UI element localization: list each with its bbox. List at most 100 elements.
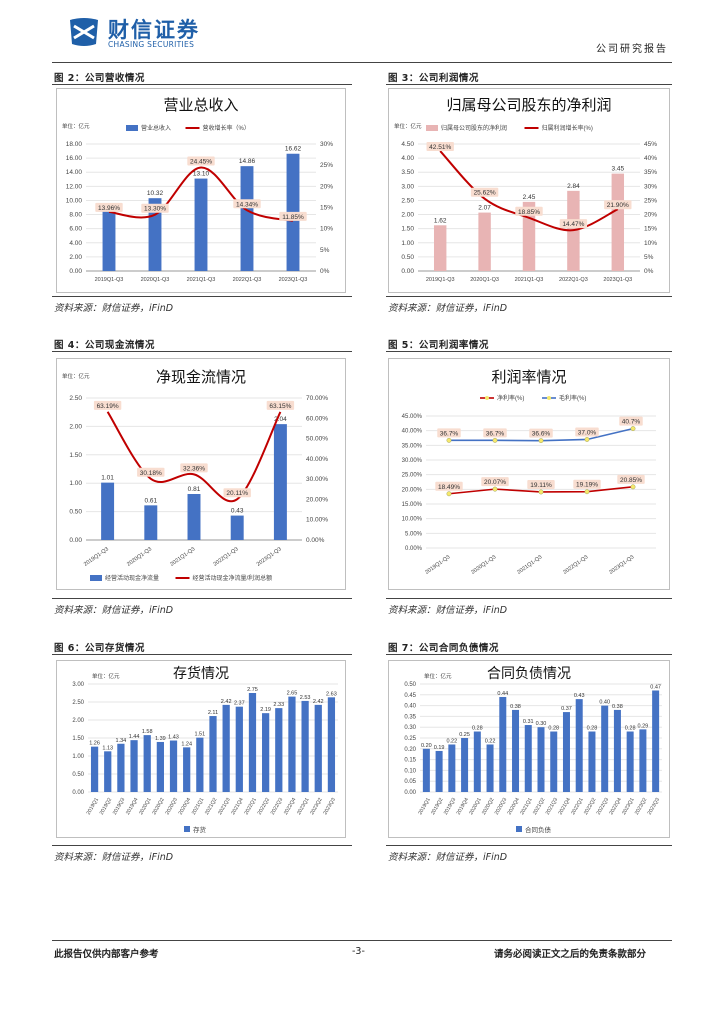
y-tick: 0.00 [404, 790, 416, 796]
bar-label: 2.45 [523, 194, 536, 201]
line-label: 18.85% [518, 209, 540, 216]
point-label: 18.49% [438, 484, 460, 491]
bar-label: 0.40 [599, 700, 610, 706]
bar [461, 738, 469, 792]
y-tick-right: 15% [320, 205, 333, 212]
x-tick-label: 2020Q1-Q3 [470, 277, 499, 283]
fig7-caption: 图 7：公司合同负债情况 [388, 643, 499, 654]
y-tick-right: 60.00% [306, 415, 328, 422]
y-tick-left: 3.50 [401, 169, 414, 176]
line-label: 21.90% [607, 202, 629, 209]
bar-label: 2.53 [300, 695, 311, 701]
line-label: 24.45% [190, 158, 212, 165]
y-tick-right: 0.00% [306, 537, 325, 544]
bar-label: 2.65 [287, 691, 298, 697]
legend-swatch [516, 826, 522, 832]
y-tick: 2.00 [72, 718, 84, 724]
bar [499, 696, 507, 792]
x-tick-label: 2019Q1-Q3 [95, 277, 124, 283]
y-tick: 0.35 [404, 714, 416, 720]
line-label-bg [180, 463, 208, 473]
x-tick-label: 2021Q1-Q3 [515, 277, 544, 283]
fig3-top-rule [386, 84, 672, 85]
point-label: 36.6% [532, 431, 551, 438]
y-tick-right: 25% [320, 162, 333, 169]
fig2-source: 资料来源：财信证券，iFinD [54, 303, 174, 314]
y-tick-right: 35% [644, 169, 657, 176]
y-tick-right: 0% [644, 268, 654, 275]
footer-disclaimer-left: 此报告仅供内部客户参考 [54, 949, 159, 960]
bar-label: 2.04 [274, 416, 287, 423]
bar-label: 2.37 [234, 701, 245, 707]
y-tick-right: 30% [644, 183, 657, 190]
bar-label: 2.11 [208, 710, 218, 716]
bar-label: 0.81 [188, 486, 201, 493]
bar [194, 178, 208, 271]
point-label: 19.11% [530, 482, 552, 489]
bar-label: 0.47 [650, 684, 661, 690]
chart-title: 营业总收入 [163, 96, 238, 114]
y-tick: 0.50 [72, 772, 84, 778]
bar [183, 747, 191, 792]
bar-label: 16.62 [285, 146, 302, 153]
bar [90, 746, 99, 792]
fig2-top-rule [52, 84, 352, 85]
bar-label: 0.38 [612, 704, 623, 710]
fig2-bottom-rule [52, 296, 352, 297]
chart-frame [388, 358, 670, 590]
y-tick: 30.00% [402, 458, 423, 464]
bar [486, 744, 494, 792]
bar-label: 0.31 [523, 719, 534, 725]
legend-swatch-bar [426, 125, 438, 131]
bar-label: 2.07 [478, 205, 491, 212]
y-tick-left: 0.00 [69, 537, 82, 544]
bar-label: 1.43 [168, 735, 179, 741]
fig5-top-rule [386, 351, 672, 352]
fig5-bottom-rule [386, 598, 672, 599]
legend-label: 存货 [193, 825, 207, 834]
bar [235, 706, 243, 792]
legend-bar: 营业总收入 [141, 124, 171, 132]
line-label-bg [187, 156, 215, 166]
bar-label: 1.26 [89, 741, 100, 747]
bar [433, 225, 447, 271]
y-tick-right: 10% [320, 226, 333, 233]
fig5-source: 资料来源：财信证券，iFinD [388, 605, 508, 616]
fig4-caption: 图 4：公司现金流情况 [54, 340, 155, 351]
fig6-top-rule [52, 654, 352, 655]
bar-label: 1.44 [129, 734, 140, 740]
y-tick: 0.10 [404, 768, 416, 774]
bar [435, 750, 443, 792]
bar-label: 0.28 [625, 726, 636, 732]
y-tick: 0.30 [404, 725, 416, 731]
bar [562, 712, 570, 792]
fig4-source: 资料来源：财信证券，iFinD [54, 605, 174, 616]
legend-label: 毛利率(%) [559, 394, 586, 402]
bar [478, 212, 491, 271]
bar-label: 2.63 [326, 691, 337, 697]
y-tick-left: 4.00 [401, 155, 414, 162]
legend-line: 经营活动现金净流量/利润总额 [193, 574, 273, 582]
chart-title: 归属母公司股东的净利润 [446, 96, 611, 114]
bar [117, 743, 125, 792]
bar [248, 693, 257, 792]
y-tick: 20.00% [402, 487, 423, 493]
y-tick: 25.00% [402, 473, 423, 479]
line-label-bg [233, 199, 261, 209]
fig4-chart: 净现金流情况 单位：亿元 0.00 0.50 1.00 1.50 2.00 2.50 0.00%… [56, 358, 346, 590]
bar [512, 709, 520, 792]
data-point [630, 484, 636, 490]
unit-label: 单位：亿元 [424, 672, 452, 680]
bar-label: 0.43 [231, 508, 244, 515]
y-tick-left: 18.00 [66, 141, 83, 148]
y-tick-right: 5% [644, 254, 654, 261]
chart-svg: 营业总收入单位：亿元0.002.004.006.008.0010.0012.00… [56, 88, 346, 293]
bar-label: 0.19 [434, 745, 445, 751]
legend-line: 营收增长率（%） [203, 124, 250, 132]
y-tick-right: 5% [320, 247, 330, 254]
point-label-bg [527, 479, 555, 489]
y-tick-left: 14.00 [66, 169, 83, 176]
bar-label: 2.42 [313, 699, 324, 705]
bar-label: 0.61 [144, 497, 157, 504]
fig5-caption: 图 5：公司利润率情况 [388, 340, 489, 351]
